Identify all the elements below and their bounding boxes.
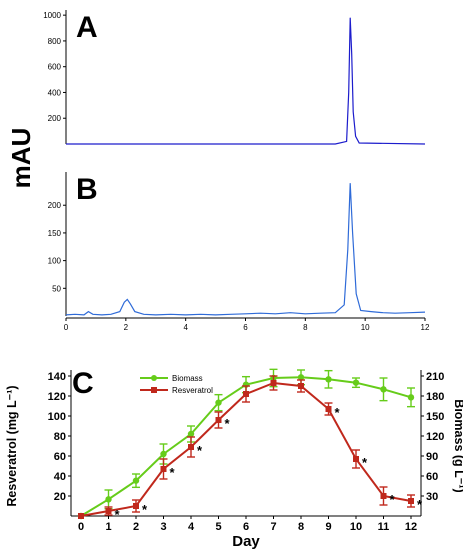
y-tick-label: 50 <box>52 284 61 293</box>
significance-star: * <box>390 492 396 507</box>
significance-star: * <box>362 455 368 470</box>
resveratrol-point <box>133 503 139 509</box>
resveratrol-point <box>298 383 304 389</box>
x-tick-label: 9 <box>325 521 331 533</box>
legend-marker <box>151 375 157 381</box>
biomass-point <box>105 496 112 503</box>
legend-marker <box>151 387 157 393</box>
x-tick-label: 0 <box>64 323 69 332</box>
right-y-tick-label: 30 <box>426 491 438 503</box>
x-tick-label: 10 <box>361 323 370 332</box>
biomass-point <box>215 399 222 406</box>
left-y-tick-label: 100 <box>48 411 66 423</box>
x-tick-label: 8 <box>298 521 304 533</box>
x-tick-label: 12 <box>421 323 430 332</box>
chart-panel-a: 200 400 600 800 1000 A <box>43 10 426 145</box>
y-tick-label: 200 <box>48 201 62 210</box>
y-tick-label: 800 <box>48 37 62 46</box>
resveratrol-point <box>353 456 359 462</box>
biomass-point <box>380 386 387 393</box>
right-y-tick-label: 60 <box>426 471 438 483</box>
right-y-tick-label: 150 <box>426 411 444 423</box>
x-tick-label: 7 <box>270 521 276 533</box>
resveratrol-point <box>105 508 112 514</box>
x-tick-label: 11 <box>378 521 390 533</box>
right-y-tick-label: 210 <box>426 371 444 383</box>
biomass-point <box>407 394 415 401</box>
significance-star: * <box>417 497 423 512</box>
significance-star: * <box>115 507 121 522</box>
panel-label: B <box>76 173 98 206</box>
x-axis-label: Day <box>232 533 260 550</box>
left-y-tick-label: 60 <box>54 451 66 463</box>
y-tick-label: 1000 <box>43 11 61 20</box>
resveratrol-point <box>215 417 222 423</box>
significance-star: * <box>170 465 176 480</box>
y-tick-label: 200 <box>48 114 62 123</box>
resveratrol-point <box>78 513 84 519</box>
x-tick-label: 8 <box>303 323 308 332</box>
significance-star: * <box>142 502 148 517</box>
legend-label: Resveratrol <box>172 386 213 395</box>
left-y-tick-label: 140 <box>48 371 66 383</box>
x-tick-label: 3 <box>160 521 166 533</box>
right-y-tick-label: 90 <box>426 451 438 463</box>
biomass-point <box>187 430 195 438</box>
legend-label: Biomass <box>172 374 203 383</box>
panel-label: A <box>76 11 98 44</box>
chart-panel-b: 0 2 4 6 8 10 12 50 100 150 200 B <box>48 172 430 332</box>
x-tick-label: 2 <box>133 521 139 533</box>
significance-star: * <box>225 416 231 431</box>
left-y-tick-label: 20 <box>54 491 66 503</box>
biomass-point <box>132 477 140 484</box>
x-tick-label: 1 <box>105 521 111 533</box>
chromatogram-trace <box>65 183 426 316</box>
x-tick-label: 2 <box>124 323 129 332</box>
significance-star: * <box>197 443 203 458</box>
right-y-tick-label: 120 <box>426 431 444 443</box>
right-y-axis-label: Biomass (g L⁻¹) <box>452 399 463 492</box>
chromatogram-trace <box>66 17 426 145</box>
x-tick-label: 6 <box>243 521 249 533</box>
biomass-point <box>352 379 360 386</box>
resveratrol-point <box>325 406 332 412</box>
resveratrol-point <box>270 380 277 386</box>
resveratrol-point <box>188 444 194 450</box>
x-tick-label: 0 <box>78 521 84 533</box>
y-tick-label: 400 <box>48 88 62 97</box>
biomass-point <box>325 376 332 383</box>
x-tick-label: 10 <box>350 521 362 533</box>
left-y-axis-label: Resveratrol (mg L⁻¹) <box>5 385 19 506</box>
y-tick-label: 150 <box>48 229 62 238</box>
left-y-tick-label: 40 <box>54 471 66 483</box>
y-tick-label: 100 <box>48 257 62 266</box>
panel-label: C <box>72 367 94 400</box>
resveratrol-point <box>380 493 387 499</box>
resveratrol-line <box>80 381 412 517</box>
x-tick-label: 4 <box>183 323 188 332</box>
x-tick-label: 6 <box>243 323 248 332</box>
left-y-tick-label: 120 <box>48 391 66 403</box>
left-y-tick-label: 80 <box>54 431 66 443</box>
resveratrol-point <box>243 391 249 397</box>
y-axis-label-mau: mAU <box>6 128 36 189</box>
biomass-point <box>160 450 167 458</box>
x-tick-label: 12 <box>405 521 417 533</box>
x-tick-label: 4 <box>188 521 195 533</box>
y-tick-label: 600 <box>48 63 62 72</box>
biomass-point <box>297 374 305 381</box>
significance-star: * <box>335 405 341 420</box>
chart-panel-c: 0 1 2 3 4 5 6 7 8 9 10 11 12204060801001201403060901… <box>5 367 463 550</box>
right-y-tick-label: 180 <box>426 391 444 403</box>
resveratrol-point <box>160 466 167 472</box>
resveratrol-point <box>408 498 414 504</box>
x-tick-label: 5 <box>215 521 221 533</box>
